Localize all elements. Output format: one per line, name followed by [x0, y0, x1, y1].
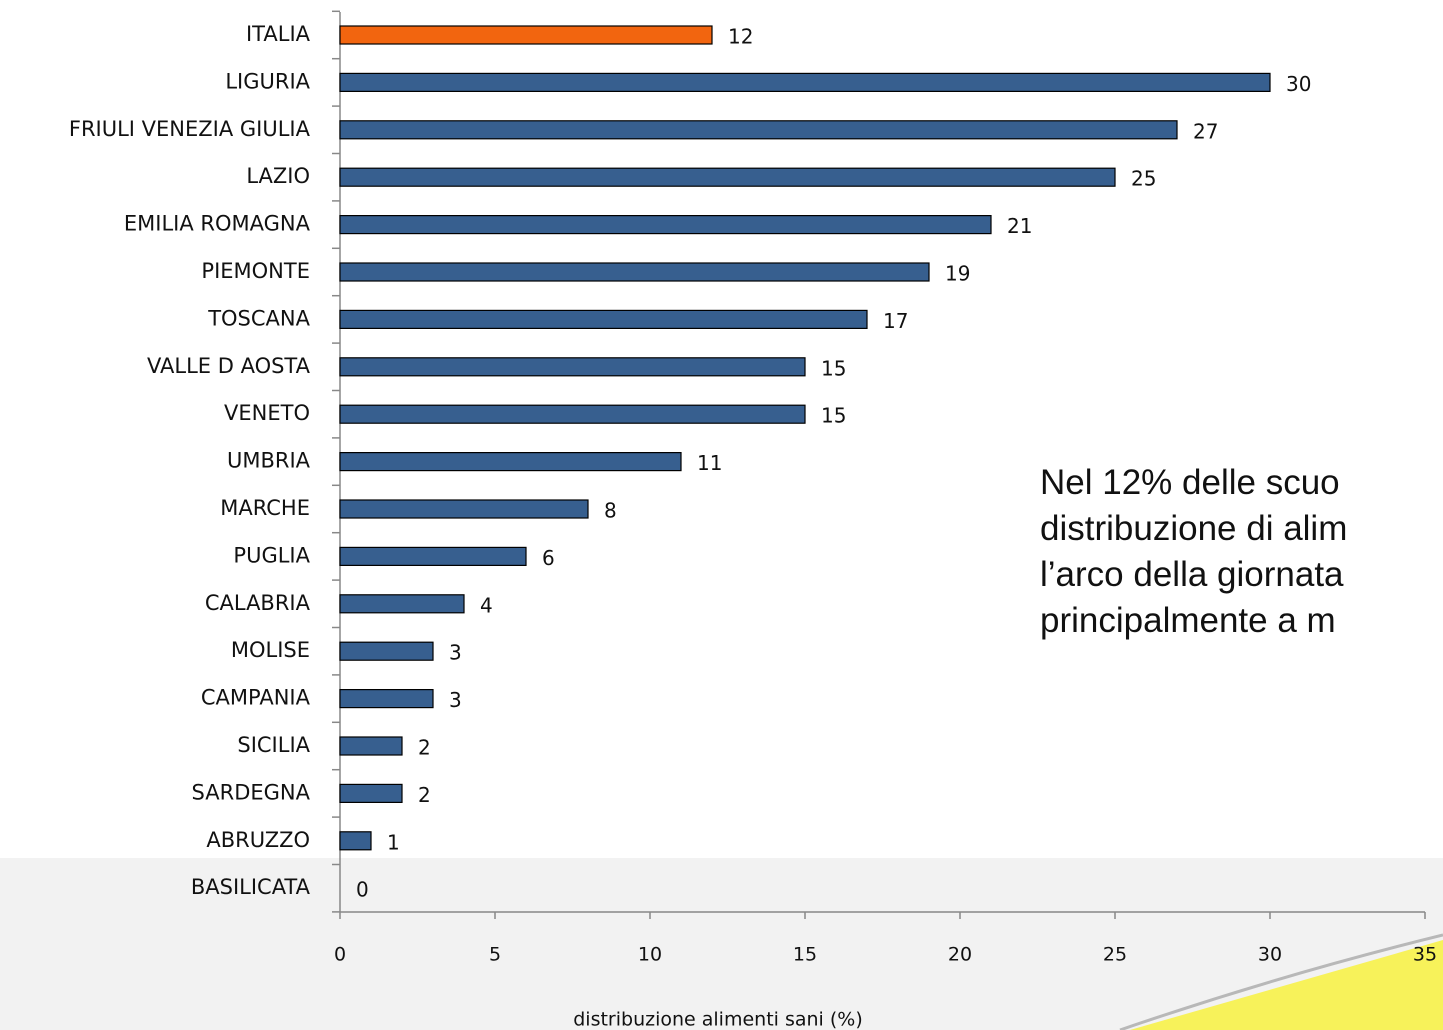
- bar: [339, 641, 434, 661]
- y-tick-label: LAZIO: [246, 164, 310, 188]
- data-label: 4: [480, 593, 493, 617]
- bar: [339, 215, 992, 235]
- x-tick-label: 10: [638, 944, 662, 966]
- annotation-line: Nel 12% delle scuo: [1040, 463, 1340, 502]
- y-tick-label: SARDEGNA: [192, 780, 311, 804]
- bar: [339, 594, 465, 614]
- y-tick-label: MARCHE: [220, 496, 310, 520]
- decoration: [1130, 940, 1443, 1030]
- y-tick-label: TOSCANA: [207, 306, 310, 330]
- bar: [339, 688, 434, 709]
- x-tick-label: 15: [793, 944, 817, 966]
- y-tick-label: CAMPANIA: [201, 686, 311, 710]
- data-label: 30: [1286, 72, 1311, 96]
- y-tick-label: LIGURIA: [225, 69, 310, 93]
- x-tick-label: 35: [1413, 944, 1437, 966]
- bar: [339, 309, 868, 329]
- bar: [339, 499, 589, 519]
- data-label: 15: [821, 404, 846, 428]
- annotation-line: distribuzione di alim: [1040, 509, 1347, 548]
- y-tick-label: BASILICATA: [191, 875, 311, 899]
- y-tick-label: MOLISE: [231, 638, 310, 662]
- data-label: 3: [449, 688, 462, 712]
- data-label: 17: [883, 309, 908, 333]
- annotation: Nel 12% delle scuo distribuzione di alim l…: [1040, 463, 1347, 640]
- y-tick-label: EMILIA ROMAGNA: [124, 212, 311, 236]
- data-label: 27: [1193, 119, 1218, 143]
- bar: [339, 167, 1116, 187]
- bar: [339, 72, 1271, 93]
- annotation-line: l’arco della giornata: [1040, 555, 1344, 594]
- y-tick-label: CALABRIA: [205, 591, 311, 615]
- bar: [339, 783, 403, 804]
- bar: [339, 25, 713, 45]
- bar: [339, 831, 372, 851]
- data-label: 2: [418, 736, 431, 760]
- x-tick-label: 20: [948, 944, 972, 966]
- y-tick-label: PUGLIA: [233, 543, 310, 567]
- bar: [339, 357, 806, 377]
- y-tick-label: VALLE D AOSTA: [147, 354, 311, 378]
- bar: [339, 546, 527, 567]
- y-tick-label: ABRUZZO: [206, 828, 310, 852]
- data-label: 19: [945, 262, 970, 286]
- data-label: 12: [728, 25, 753, 49]
- annotation-line: principalmente a m: [1040, 601, 1336, 640]
- bar: [339, 452, 682, 472]
- x-tick-label: 5: [489, 944, 501, 966]
- bar: [339, 262, 930, 282]
- y-tick-label: SICILIA: [237, 733, 310, 757]
- data-label: 3: [449, 641, 462, 665]
- data-label: 15: [821, 356, 846, 380]
- y-tick-label: UMBRIA: [227, 449, 311, 473]
- data-label: 8: [604, 499, 617, 523]
- y-tick-label: FRIULI VENEZIA GIULIA: [69, 117, 311, 141]
- x-tick-label: 0: [334, 944, 346, 966]
- y-tick-label: ITALIA: [246, 22, 311, 46]
- data-label: 21: [1007, 214, 1032, 238]
- data-label: 1: [387, 830, 400, 854]
- x-tick-label: 25: [1103, 944, 1127, 966]
- bar: [339, 404, 806, 424]
- x-tick-label: 30: [1258, 944, 1282, 966]
- bar: [339, 120, 1178, 140]
- data-label: 11: [697, 451, 722, 475]
- y-tick-label: VENETO: [224, 401, 310, 425]
- bar: [339, 736, 403, 756]
- decoration-edge: [1119, 933, 1443, 1030]
- data-label: 2: [418, 783, 431, 807]
- data-label: 6: [542, 546, 555, 570]
- data-label: 25: [1131, 167, 1156, 191]
- data-label: 0: [356, 878, 369, 902]
- y-tick-label: PIEMONTE: [201, 259, 310, 283]
- x-axis-label: distribuzione alimenti sani (%): [573, 1009, 863, 1030]
